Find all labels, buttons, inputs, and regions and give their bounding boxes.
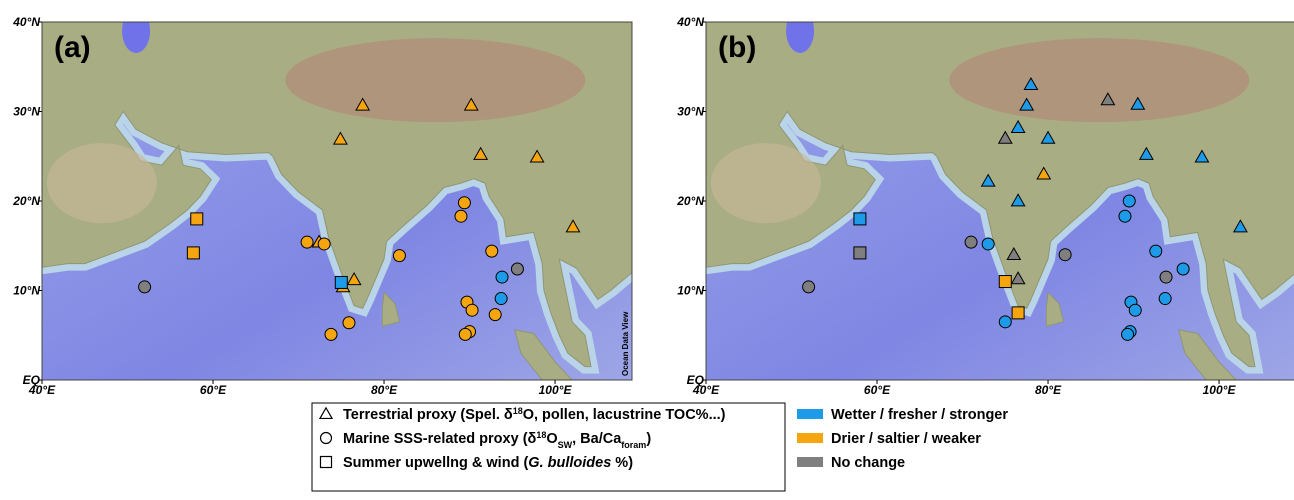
site-marker [325,328,337,340]
y-tick-label: EQ [23,373,41,387]
x-tick-label: 100°E [539,383,573,397]
caspian [122,9,150,53]
site-marker [458,197,470,209]
site-marker [187,247,199,259]
legend-label: Wetter / fresher / stronger [831,407,1008,423]
legend-text: SW [558,440,573,450]
y-tick-label: 20°N [12,194,40,208]
site-marker [999,316,1011,328]
y-tick-label: 10°N [13,284,40,298]
site-marker [139,281,151,293]
y-tick-label: 20°N [676,194,704,208]
y-tick-label: 40°N [12,15,40,29]
legend-text: foram [621,440,646,450]
site-marker [489,309,501,321]
x-tick-label: 80°E [371,383,398,397]
site-marker [1122,328,1134,340]
site-marker [335,276,347,288]
panel-label: (a) [54,31,91,64]
panel-label: (b) [718,31,756,64]
site-marker [496,271,508,283]
legend-text: Terrestrial proxy (Spel. δ [343,407,513,423]
figure: 40°E60°E80°E100°EEQ10°N20°N30°N40°N(a)Oc… [0,0,1294,495]
site-marker [495,293,507,305]
legend-text: O, pollen, lacustrine TOC%...) [523,407,726,423]
plateau [285,38,585,122]
y-tick-label: 10°N [677,284,704,298]
site-marker [1059,249,1071,261]
legend-text: Marine SSS-related proxy (δ [343,431,537,447]
legend-label: No change [831,455,905,471]
site-marker [1012,307,1024,319]
legend-text: Summer upwellng & wind ( [343,455,528,471]
plateau [949,38,1249,122]
site-marker [1129,304,1141,316]
site-marker [459,328,471,340]
y-tick-label: 30°N [13,105,40,119]
site-marker [343,317,355,329]
map [42,9,632,380]
legend-swatch [797,409,823,419]
site-marker [393,250,405,262]
site-marker [1123,195,1135,207]
desert [47,143,157,223]
site-marker [854,247,866,259]
site-marker [455,210,467,222]
site-marker [191,213,203,225]
legend-text: , Ba/Ca [572,431,622,447]
legend-label: Drier / saltier / weaker [831,431,981,447]
y-tick-label: 40°N [676,15,704,29]
legend-symbol [321,433,332,444]
legend-text: %) [611,455,633,471]
site-marker [999,276,1011,288]
legend-label: Summer upwellng & wind (G. bulloides %) [343,455,633,471]
site-marker [511,263,523,275]
legend-swatch [797,457,823,467]
y-tick-label: 30°N [677,105,704,119]
legend-text: ) [646,431,651,447]
site-marker [803,281,815,293]
site-marker [982,238,994,250]
caspian [786,9,814,53]
annotation: Ocean Data View [621,311,630,376]
x-tick-label: 60°E [200,383,227,397]
legend-symbol [321,457,332,468]
site-marker [1160,271,1172,283]
site-marker [965,236,977,248]
x-tick-label: 100°E [1203,383,1237,397]
site-marker [466,304,478,316]
site-marker [1159,293,1171,305]
legend-text: G. bulloides [528,455,611,471]
site-marker [1177,263,1189,275]
y-tick-label: EQ [687,373,705,387]
site-marker [854,213,866,225]
x-tick-label: 60°E [864,383,891,397]
site-marker [318,238,330,250]
site-marker [1150,245,1162,257]
site-marker [1119,210,1131,222]
legend-text: 18 [536,430,546,440]
site-marker [301,236,313,248]
legend-swatch [797,433,823,443]
desert [711,143,821,223]
site-marker [486,245,498,257]
legend-text: O [546,431,557,447]
x-tick-label: 80°E [1035,383,1062,397]
legend-label: Terrestrial proxy (Spel. δ18O, pollen, l… [343,406,726,423]
legend-text: 18 [513,406,523,416]
